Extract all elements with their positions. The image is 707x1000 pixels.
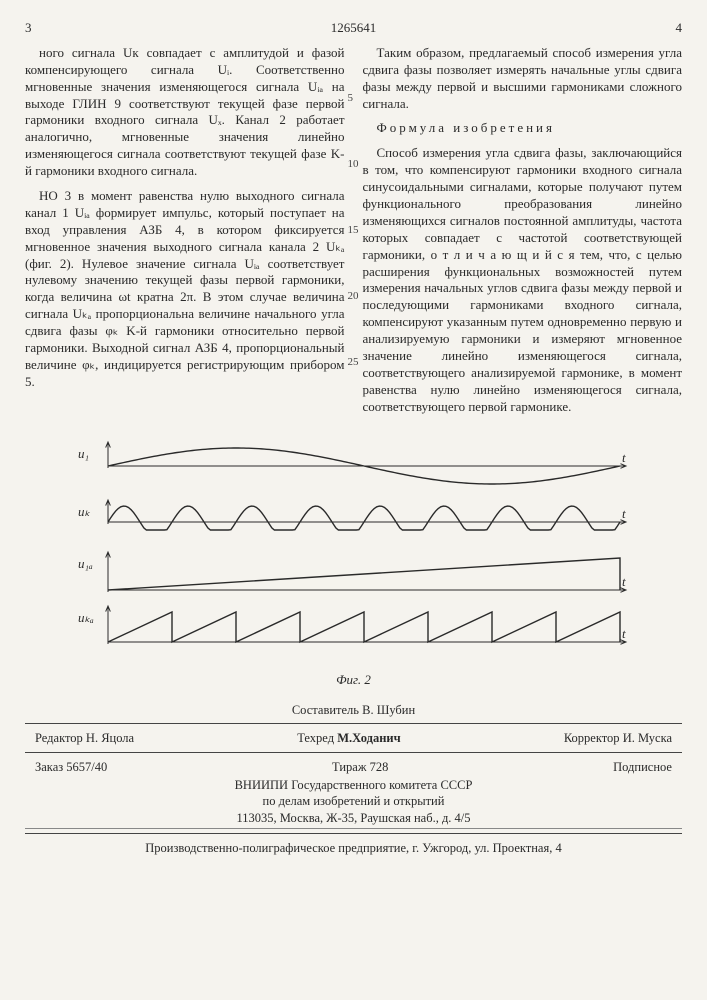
divider: [25, 752, 682, 753]
waveform-diagram: u₁ t uₖ t u₁ₐ t uₖₐ t: [74, 440, 634, 670]
corrector: Корректор И. Муска: [564, 730, 672, 746]
figure-caption: Фиг. 2: [74, 672, 634, 689]
svg-text:t: t: [622, 450, 626, 465]
svg-text:t: t: [622, 574, 626, 589]
svg-text:uₖₐ: uₖₐ: [78, 610, 94, 625]
divider: [25, 723, 682, 724]
org-line-1: ВНИИПИ Государственного комитета СССР: [25, 777, 682, 793]
doc-number: 1265641: [331, 20, 377, 37]
page-num-right: 4: [386, 20, 682, 37]
composer-line: Составитель В. Шубин: [25, 702, 682, 718]
divider: [25, 833, 682, 834]
org-line-2: по делам изобретений и открытий: [25, 793, 682, 809]
subscription: Подписное: [613, 759, 672, 775]
line-marker: 10: [348, 157, 359, 171]
formula-title: Формула изобретения: [363, 120, 683, 137]
line-marker: 20: [348, 289, 359, 303]
staff-row: Редактор Н. Яцола Техред М.Ходанич Корре…: [25, 728, 682, 748]
line-marker: 5: [348, 91, 354, 105]
page-header: 3 1265641 4: [25, 20, 682, 37]
svg-text:t: t: [622, 506, 626, 521]
paragraph: Способ измерения угла сдвига фазы, заклю…: [363, 145, 683, 415]
svg-text:u₁: u₁: [78, 446, 89, 461]
tirazh: Тираж 728: [332, 759, 388, 775]
print-row: Заказ 5657/40 Тираж 728 Подписное: [25, 757, 682, 777]
svg-text:u₁ₐ: u₁ₐ: [78, 556, 93, 571]
divider: [25, 828, 682, 829]
svg-text:t: t: [622, 626, 626, 641]
column-left: ного сигнала Uк совпадает с амплитудой и…: [25, 45, 345, 424]
editor: Редактор Н. Яцола: [35, 730, 134, 746]
svg-text:uₖ: uₖ: [78, 504, 91, 519]
tech-editor: Техред М.Ходанич: [297, 730, 400, 746]
paragraph: Таким образом, предлагаемый способ измер…: [363, 45, 683, 113]
address-line: 113035, Москва, Ж-35, Раушская наб., д. …: [25, 810, 682, 826]
order-number: Заказ 5657/40: [35, 759, 107, 775]
page-num-left: 3: [25, 20, 321, 37]
footer-line: Производственно-полиграфическое предприя…: [25, 840, 682, 856]
line-marker: 25: [348, 355, 359, 369]
body-columns-wrap: 5 10 15 20 25 ного сигнала Uк совпадает …: [25, 45, 682, 424]
paragraph: ного сигнала Uк совпадает с амплитудой и…: [25, 45, 345, 180]
column-right: Таким образом, предлагаемый способ измер…: [363, 45, 683, 424]
line-marker: 15: [348, 223, 359, 237]
figure-2: u₁ t uₖ t u₁ₐ t uₖₐ t Фиг. 2: [74, 440, 634, 689]
paragraph: НО 3 в момент равенства нулю выходного с…: [25, 188, 345, 391]
credits-block: Составитель В. Шубин Редактор Н. Яцола Т…: [25, 702, 682, 856]
